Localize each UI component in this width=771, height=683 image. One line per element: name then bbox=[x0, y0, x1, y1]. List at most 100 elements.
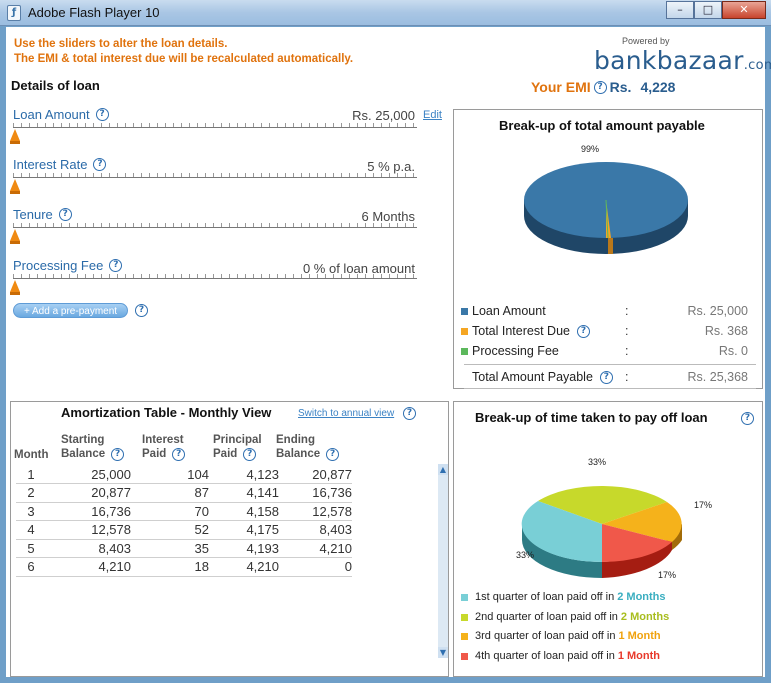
bankbazaar-logo[interactable]: bankbazaar.com bbox=[594, 46, 771, 75]
table-cell: 1 bbox=[16, 465, 46, 484]
interest-paid-help-icon[interactable]: ? bbox=[172, 447, 186, 461]
table-row: 3 16,736 70 4,158 12,578 bbox=[16, 502, 352, 521]
scroll-down-arrow-icon[interactable]: ▼ bbox=[438, 647, 448, 658]
legend-loan-amount-value: Rs. 25,000 bbox=[687, 304, 748, 318]
maximize-button[interactable]: □ bbox=[694, 1, 722, 19]
prepayment-help-icon[interactable]: ? bbox=[135, 304, 148, 317]
table-cell: 16,736 bbox=[46, 502, 131, 521]
instruction-line-1: Use the sliders to alter the loan detail… bbox=[14, 38, 228, 50]
header-starting-text-2: Balance bbox=[61, 448, 106, 460]
legend-colon: : bbox=[625, 370, 629, 384]
total-payable-help-icon[interactable]: ? bbox=[599, 370, 613, 384]
principal-paid-help-icon[interactable]: ? bbox=[243, 447, 257, 461]
table-cell: 18 bbox=[131, 557, 209, 577]
add-prepayment-button[interactable]: + Add a pre-payment bbox=[13, 303, 128, 318]
interest-rate-slider-track[interactable] bbox=[13, 168, 417, 178]
table-cell: 4,141 bbox=[209, 483, 279, 503]
table-cell: 8,403 bbox=[279, 520, 352, 540]
edit-loan-amount-link[interactable]: Edit bbox=[423, 109, 442, 121]
quarter-3-text: 3rd quarter of loan paid off in bbox=[475, 630, 616, 642]
time-breakup-help-icon[interactable]: ? bbox=[741, 412, 754, 425]
quarter-square-4 bbox=[461, 652, 468, 660]
table-cell: 4,210 bbox=[209, 557, 279, 577]
interest-rate-label-text: Interest Rate bbox=[13, 157, 88, 172]
table-cell: 2 bbox=[16, 483, 46, 503]
time-breakup-pie: 33% 17% 17% 33% bbox=[516, 457, 712, 580]
legend-fee-value: Rs. 0 bbox=[718, 344, 748, 358]
close-button[interactable]: ✕ bbox=[722, 1, 766, 19]
minimize-button[interactable]: – bbox=[666, 1, 694, 19]
total-pie-side-interest bbox=[608, 238, 613, 254]
header-principal-paid: Principal Paid? bbox=[213, 433, 262, 461]
table-cell: 12,578 bbox=[279, 502, 352, 521]
tenure-slider-thumb[interactable] bbox=[10, 229, 20, 244]
header-month: Month bbox=[14, 449, 49, 461]
quarter-square-3 bbox=[461, 632, 468, 640]
header-interest-text-1: Interest bbox=[142, 434, 184, 446]
interest-rate-help-icon[interactable]: ? bbox=[93, 158, 107, 171]
table-cell: 8,403 bbox=[46, 539, 131, 558]
ending-balance-help-icon[interactable]: ? bbox=[326, 447, 340, 461]
tenure-label: Tenure ? bbox=[13, 207, 72, 222]
table-row: 5 8,403 35 4,193 4,210 bbox=[16, 539, 352, 558]
table-cell: 104 bbox=[131, 465, 209, 484]
time-pie-side-q4 bbox=[602, 534, 672, 578]
tenure-slider-track[interactable] bbox=[13, 218, 417, 228]
legend-square-fee bbox=[461, 347, 468, 355]
switch-to-annual-link[interactable]: Switch to annual view bbox=[298, 408, 395, 419]
tenure-label-text: Tenure bbox=[13, 207, 53, 222]
amortization-help-icon[interactable]: ? bbox=[403, 407, 416, 420]
header-principal-text-2: Paid bbox=[213, 448, 238, 460]
quarter-legend-2: 2nd quarter of loan paid off in 2 Months bbox=[461, 611, 669, 623]
interest-help-icon[interactable]: ? bbox=[576, 324, 590, 338]
time-pie-slice-q2 bbox=[538, 485, 667, 524]
interest-rate-slider-thumb[interactable] bbox=[10, 179, 20, 194]
tenure-help-icon[interactable]: ? bbox=[58, 208, 72, 221]
tenure-value: 6 Months bbox=[361, 209, 415, 224]
processing-fee-slider-track[interactable] bbox=[13, 269, 417, 279]
time-pie-label-q1: 33% bbox=[516, 550, 534, 560]
window-title: Adobe Flash Player 10 bbox=[28, 5, 160, 20]
details-title: Details of loan bbox=[11, 78, 100, 93]
time-breakup-title: Break-up of time taken to pay off loan bbox=[475, 410, 708, 425]
quarter-2-value: 2 Months bbox=[620, 611, 670, 623]
table-row: 6 4,210 18 4,210 0 bbox=[16, 557, 352, 577]
table-cell: 4,210 bbox=[46, 557, 131, 577]
table-cell: 4 bbox=[16, 520, 46, 540]
header-interest-paid: Interest Paid? bbox=[142, 433, 186, 461]
processing-fee-help-icon[interactable]: ? bbox=[109, 259, 123, 272]
scroll-up-arrow-icon[interactable]: ▲ bbox=[438, 464, 448, 475]
loan-amount-slider-track[interactable] bbox=[13, 118, 417, 128]
header-principal-text-1: Principal bbox=[213, 434, 262, 446]
quarter-square-2 bbox=[461, 613, 468, 621]
logo-suffix-text: .com bbox=[743, 58, 771, 73]
loan-amount-label: Loan Amount ? bbox=[13, 107, 109, 122]
starting-balance-help-icon[interactable]: ? bbox=[111, 447, 125, 461]
legend-colon: : bbox=[625, 304, 629, 318]
loan-amount-help-icon[interactable]: ? bbox=[95, 108, 109, 121]
processing-fee-label: Processing Fee ? bbox=[13, 258, 123, 273]
legend-interest: Total Interest Due ? bbox=[461, 324, 590, 338]
total-pie-slice-fee bbox=[605, 199, 609, 239]
table-row: 1 25,000 104 4,123 20,877 bbox=[16, 465, 352, 484]
emi-help-icon[interactable]: ? bbox=[593, 80, 607, 94]
total-bottom-divider bbox=[464, 388, 756, 389]
time-pie-slice-q1 bbox=[521, 501, 602, 563]
quarter-2-text: 2nd quarter of loan paid off in bbox=[475, 611, 618, 623]
logo-main-text: bankbazaar bbox=[594, 46, 744, 75]
time-pie-label-q3: 17% bbox=[694, 500, 712, 510]
time-pie-label-q4: 17% bbox=[658, 570, 676, 580]
processing-fee-label-text: Processing Fee bbox=[13, 258, 104, 273]
window-controls: – □ ✕ bbox=[666, 1, 766, 19]
table-cell: 5 bbox=[16, 539, 46, 558]
quarter-square-1 bbox=[461, 593, 468, 601]
total-payable-value: Rs. 25,368 bbox=[687, 370, 748, 384]
table-cell: 35 bbox=[131, 539, 209, 558]
processing-fee-slider-thumb[interactable] bbox=[10, 280, 20, 295]
legend-loan-amount-label: Loan Amount bbox=[472, 304, 546, 318]
amortization-scrollbar[interactable]: ▲ ▼ bbox=[438, 464, 448, 658]
total-payable-row: Total Amount Payable ? bbox=[472, 370, 613, 384]
quarter-4-text: 4th quarter of loan paid off in bbox=[475, 650, 615, 662]
time-pie-side-q1 bbox=[522, 524, 602, 578]
loan-amount-slider-thumb[interactable] bbox=[10, 129, 20, 144]
